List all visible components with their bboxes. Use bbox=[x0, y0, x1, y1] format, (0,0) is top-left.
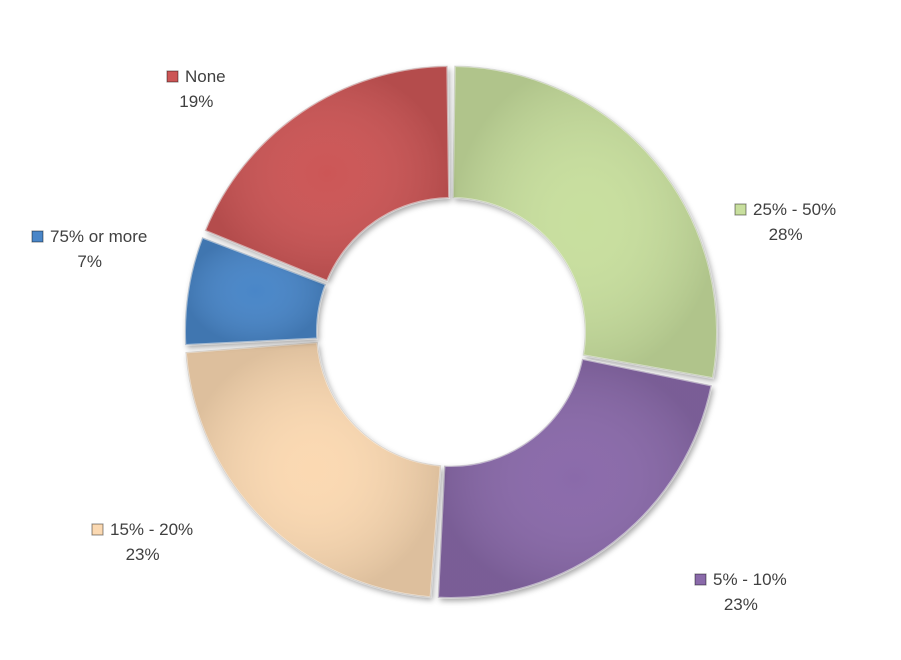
value-label-15pct-20pct: 23% bbox=[126, 545, 160, 564]
category-label-5pct-10pct: 5% - 10% bbox=[713, 570, 787, 589]
slice-bevel-25pct-50pct bbox=[451, 65, 718, 380]
slice-bevel-none bbox=[203, 65, 451, 283]
data-label-25pct-50pct: 25% - 50% 28% bbox=[734, 200, 836, 244]
category-label-75pct-or-more: 75% or more bbox=[50, 227, 147, 246]
legend-swatch-15pct-20pct bbox=[91, 523, 104, 536]
legend-swatch-75pct-or-more bbox=[31, 230, 44, 243]
legend-swatch-25pct-50pct bbox=[734, 203, 747, 216]
category-label-none: None bbox=[185, 67, 226, 86]
value-label-25pct-50pct: 28% bbox=[769, 225, 803, 244]
slice-bevel-5pct-10pct bbox=[436, 357, 713, 599]
legend-swatch-none bbox=[166, 70, 179, 83]
data-label-5pct-10pct: 5% - 10% 23% bbox=[694, 570, 787, 614]
data-label-15pct-20pct: 15% - 20% 23% bbox=[91, 520, 193, 564]
slice-bevel-75pct-or-more bbox=[184, 236, 328, 347]
category-label-15pct-20pct: 15% - 20% bbox=[110, 520, 193, 539]
value-label-none: 19% bbox=[179, 92, 213, 111]
data-label-75pct-or-more: 75% or more 7% bbox=[31, 227, 147, 271]
label-group: 25% - 50% 28% 5% - 10% 23% 15% - 20% 23% 75% o… bbox=[31, 67, 836, 614]
category-label-25pct-50pct: 25% - 50% bbox=[753, 200, 836, 219]
slice-bevel-15pct-20pct bbox=[184, 341, 442, 599]
slice-group bbox=[184, 65, 718, 599]
value-label-75pct-or-more: 7% bbox=[77, 252, 102, 271]
data-label-none: None 19% bbox=[166, 67, 226, 111]
legend-swatch-5pct-10pct bbox=[694, 573, 707, 586]
value-label-5pct-10pct: 23% bbox=[724, 595, 758, 614]
